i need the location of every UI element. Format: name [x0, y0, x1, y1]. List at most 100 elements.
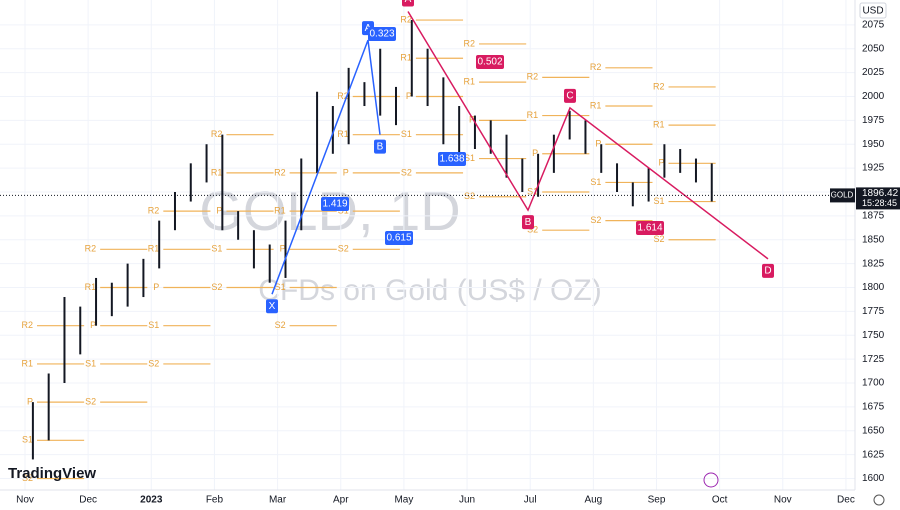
- pivot-label: P: [595, 139, 601, 149]
- pivot-label: P: [27, 396, 33, 406]
- pivot-label: P: [90, 320, 96, 330]
- pattern-point-badge: [374, 139, 386, 154]
- x-tick-label: Jun: [459, 495, 475, 506]
- settings-icon[interactable]: [873, 494, 885, 506]
- pattern-point-badge: [266, 299, 278, 314]
- y-tick-label: 1675: [862, 402, 885, 413]
- x-tick-label: May: [394, 495, 413, 506]
- y-tick-label: 1825: [862, 258, 885, 269]
- pivot-label: R1: [85, 282, 97, 292]
- pattern-point-badge: [762, 263, 774, 278]
- currency[interactable]: USD: [862, 6, 883, 17]
- pattern-point-badge: [564, 88, 576, 103]
- ratio-badge: [368, 27, 396, 41]
- ratio-badge: [438, 152, 466, 166]
- countdown-label: 15:28:45: [862, 198, 897, 208]
- pivot-label: P: [343, 167, 349, 177]
- y-tick-label: 2050: [862, 43, 885, 54]
- price-tag: [856, 187, 900, 210]
- x-tick-label: Dec: [79, 495, 97, 506]
- ratio-label: 1.638: [439, 154, 464, 165]
- pivot-label: S1: [22, 435, 33, 445]
- pivot-label: R2: [400, 14, 412, 24]
- pattern-point-label: X: [269, 301, 276, 312]
- pivot-label: S2: [527, 225, 538, 235]
- y-tick-label: 2000: [862, 91, 885, 102]
- y-tick-label: 1950: [862, 139, 885, 150]
- pivot-label: R2: [274, 167, 286, 177]
- pattern-point-badge: [522, 215, 534, 230]
- y-tick-label: 1625: [862, 449, 885, 460]
- pivot-label: S2: [338, 244, 349, 254]
- pivot-label: S2: [275, 320, 286, 330]
- y-tick-label: 1600: [862, 473, 885, 484]
- pivot-label: S1: [148, 320, 159, 330]
- currency-button[interactable]: [859, 2, 887, 19]
- ratio-label: 0.323: [369, 29, 394, 40]
- y-tick-label: 1800: [862, 282, 885, 293]
- pivot-label: S1: [275, 282, 286, 292]
- pivot-label: P: [216, 205, 222, 215]
- pivot-label: R1: [274, 205, 286, 215]
- pivot-label: S1: [85, 358, 96, 368]
- y-tick-label: 1975: [862, 115, 885, 126]
- pivot-label: R1: [653, 120, 665, 130]
- pivot-label: R2: [590, 62, 602, 72]
- y-tick-label: 1650: [862, 425, 885, 436]
- ratio-badge: [636, 221, 664, 235]
- x-tick-label: Mar: [269, 495, 287, 506]
- pivot-label: P: [153, 282, 159, 292]
- y-tick-label: 1700: [862, 378, 885, 389]
- pivot-label: S1: [527, 186, 538, 196]
- ratio-badge: [476, 55, 504, 69]
- pattern-point-label: C: [566, 91, 573, 102]
- pivot-label: P: [658, 158, 664, 168]
- pivot-label: R2: [85, 244, 97, 254]
- pivot-label: P: [280, 244, 286, 254]
- x-tick-label: Dec: [837, 495, 855, 506]
- pivot-label: R1: [211, 167, 223, 177]
- y-tick-label: 2025: [862, 67, 885, 78]
- pivot-label: R1: [400, 53, 412, 63]
- pivot-label: R1: [21, 358, 33, 368]
- pivot-label: S2: [85, 396, 96, 406]
- pivot-label: S2: [590, 215, 601, 225]
- x-tick-label: Aug: [584, 495, 602, 506]
- x-tick-label: Feb: [206, 495, 224, 506]
- y-tick-label: 1750: [862, 330, 885, 341]
- x-tick-label: Nov: [16, 495, 34, 506]
- y-tick-label: 1875: [862, 211, 885, 222]
- x-tick-label: Sep: [648, 495, 666, 506]
- y-tick-label: 2075: [862, 19, 885, 30]
- pivot-label: R2: [527, 72, 539, 82]
- x-tick-label: Apr: [333, 495, 349, 506]
- pivot-label: R1: [590, 100, 602, 110]
- pattern-point-badge: [402, 0, 414, 7]
- pattern-line: [271, 39, 381, 295]
- pivot-label: P: [532, 148, 538, 158]
- pivot-label: R1: [337, 129, 349, 139]
- y-tick-label: 1775: [862, 306, 885, 317]
- pivot-label: S2: [22, 473, 33, 483]
- y-tick-label: 1925: [862, 163, 885, 174]
- watermark-subtitle: CFDs on Gold (US$ / OZ): [258, 274, 601, 307]
- pivot-label: R2: [464, 38, 476, 48]
- ratio-label: 1.614: [637, 223, 662, 234]
- pivot-label: S1: [401, 129, 412, 139]
- pattern-point-label: B: [525, 217, 532, 228]
- ratio-label: 0.615: [386, 233, 411, 244]
- x-tick-label: 2023: [140, 495, 163, 506]
- pivot-label: S2: [653, 234, 664, 244]
- pivot-label: S2: [401, 167, 412, 177]
- pivot-label: S1: [211, 244, 222, 254]
- pattern-point-label: B: [377, 141, 384, 152]
- pivot-label: R2: [148, 205, 160, 215]
- pivot-label: R2: [21, 320, 33, 330]
- events-icon[interactable]: [703, 472, 719, 488]
- ratio-label: 0.502: [477, 57, 502, 68]
- symbol-tag: [830, 188, 855, 203]
- pivot-label: S2: [148, 358, 159, 368]
- price-tag-label: 1896.42: [862, 188, 899, 199]
- x-tick-label: Nov: [774, 495, 792, 506]
- price-axis: [855, 0, 900, 510]
